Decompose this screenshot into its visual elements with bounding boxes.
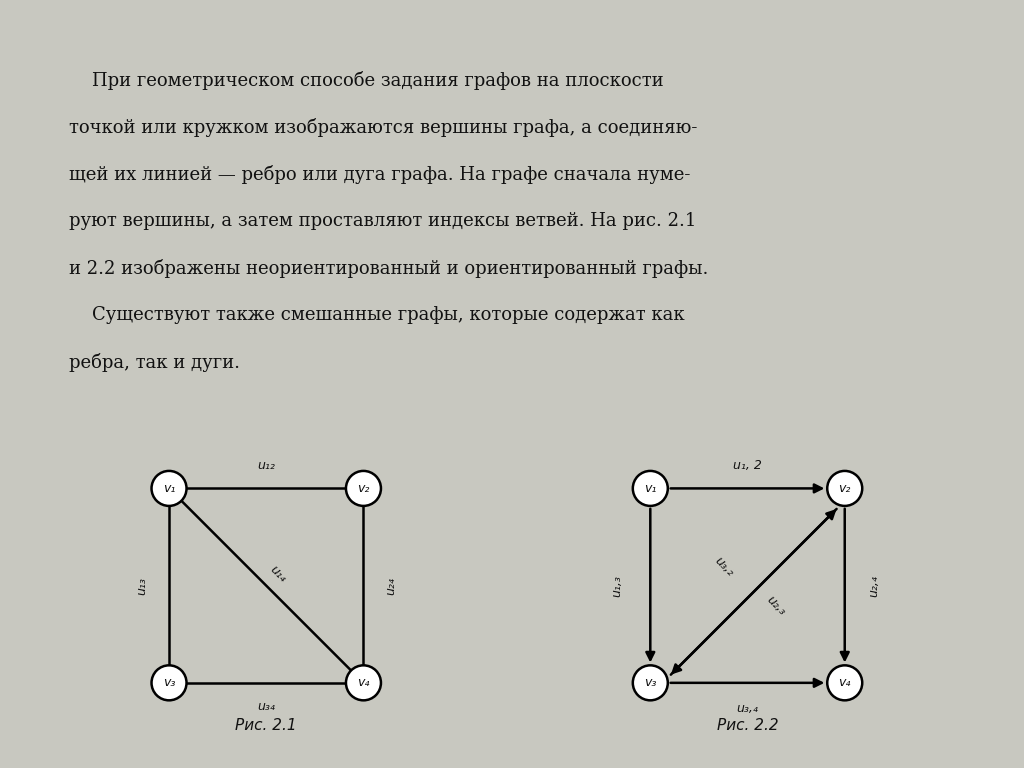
Text: ребра, так и дуги.: ребра, так и дуги.	[70, 353, 241, 372]
Circle shape	[633, 665, 668, 700]
Text: руют вершины, а затем проставляют индексы ветвей. На рис. 2.1: руют вершины, а затем проставляют индекс…	[70, 212, 696, 230]
Text: u₁₂: u₁₂	[257, 458, 275, 472]
Text: v₁: v₁	[644, 482, 656, 495]
Text: v₃: v₃	[644, 677, 656, 690]
Text: u₁,₃: u₁,₃	[610, 574, 624, 597]
Circle shape	[827, 665, 862, 700]
Text: u₃,₂: u₃,₂	[712, 554, 736, 578]
Text: u₂,₄: u₂,₄	[867, 574, 881, 597]
Text: v₄: v₄	[839, 677, 851, 690]
Text: точкой или кружком изображаются вершины графа, а соединяю-: точкой или кружком изображаются вершины …	[70, 118, 697, 137]
Circle shape	[346, 471, 381, 506]
Circle shape	[346, 665, 381, 700]
Text: v₃: v₃	[163, 677, 175, 690]
Circle shape	[633, 471, 668, 506]
Text: u₁₄: u₁₄	[267, 563, 289, 585]
Text: v₁: v₁	[163, 482, 175, 495]
Text: v₂: v₂	[839, 482, 851, 495]
Text: При геометрическом способе задания графов на плоскости: При геометрическом способе задания графо…	[70, 71, 664, 90]
Text: v₂: v₂	[357, 482, 370, 495]
Text: u₁, 2: u₁, 2	[733, 458, 762, 472]
Text: u₃₄: u₃₄	[257, 700, 275, 713]
Text: u₃,₄: u₃,₄	[736, 702, 759, 714]
Text: v₄: v₄	[357, 677, 370, 690]
Circle shape	[152, 471, 186, 506]
Circle shape	[152, 665, 186, 700]
Text: Рис. 2.1: Рис. 2.1	[236, 718, 297, 733]
Text: щей их линией — ребро или дуга графа. На графе сначала нуме-: щей их линией — ребро или дуга графа. На…	[70, 165, 690, 184]
Circle shape	[827, 471, 862, 506]
Text: и 2.2 изображены неориентированный и ориентированный графы.: и 2.2 изображены неориентированный и ори…	[70, 259, 709, 278]
Text: u₁₃: u₁₃	[135, 577, 148, 594]
Text: Существуют также смешанные графы, которые содержат как: Существуют также смешанные графы, которы…	[70, 306, 685, 324]
Text: u₂,₃: u₂,₃	[764, 593, 790, 617]
Text: u₂₄: u₂₄	[384, 577, 397, 594]
Text: Рис. 2.2: Рис. 2.2	[717, 718, 778, 733]
